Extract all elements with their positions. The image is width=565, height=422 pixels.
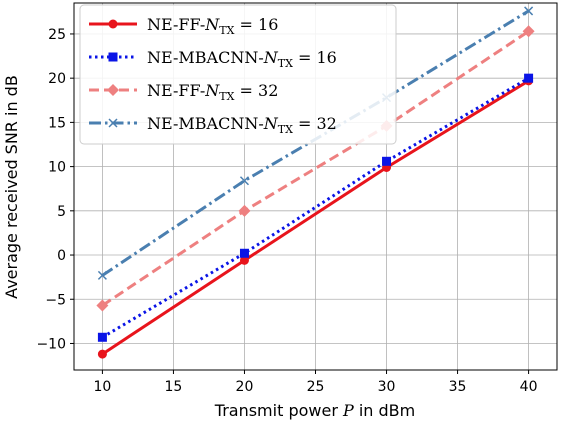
x-tick-label: 30: [378, 379, 396, 395]
y-tick-label: 25: [48, 27, 66, 43]
legend-marker: [108, 118, 118, 128]
y-tick-label: 5: [57, 204, 66, 220]
legend-entry-2: NE-MBACNN-NTX = 16: [89, 48, 337, 70]
legend-label: NE-MBACNN-NTX = 16: [147, 48, 337, 70]
x-tick-label: 35: [449, 379, 467, 395]
legend-marker: [108, 52, 118, 62]
x-tick-label: 20: [236, 379, 254, 395]
legend-entry-1: NE-FF-NTX = 16: [89, 15, 278, 37]
legend-entry-3: NE-FF-NTX = 32: [89, 81, 278, 103]
y-tick-label: −10: [36, 336, 66, 352]
y-tick-label: 20: [48, 71, 66, 87]
legend-entries: NE-FF-NTX = 16 NE-MBACNN-NTX = 16 NE-FF-NT…: [89, 15, 337, 136]
x-tick-label: 40: [520, 379, 538, 395]
series-2-point: [239, 248, 249, 258]
y-tick-label: −5: [45, 292, 66, 308]
series-2-point: [382, 156, 392, 166]
legend-label: NE-MBACNN-NTX = 32: [147, 114, 337, 136]
legend-label: NE-FF-NTX = 16: [147, 15, 278, 37]
series-2-point: [97, 332, 107, 342]
x-axis-label: Transmit power P in dBm: [214, 401, 415, 420]
series-3-point: [96, 299, 109, 312]
series-3-point: [238, 204, 251, 217]
y-tick-label: 10: [48, 160, 66, 176]
ticks: 10 15 20 25 30 35 40 −10 −5 0 5 10 15 20 25: [36, 27, 537, 395]
legend-box: [79, 4, 397, 145]
y-axis-label: Average received SNR in dB: [2, 75, 21, 299]
x-tick-label: 25: [307, 379, 325, 395]
legend-marker: [108, 19, 118, 29]
series-4-point: [524, 6, 534, 16]
series-4-point: [97, 270, 107, 280]
series-line-1: [101, 79, 530, 356]
series-1-point: [97, 349, 107, 359]
legend-label: NE-FF-NTX = 32: [147, 81, 278, 103]
legend: NE-FF-NTX = 16 NE-MBACNN-NTX = 16 NE-FF-NT…: [79, 4, 397, 145]
series-2-point: [524, 73, 534, 83]
x-tick-label: 15: [165, 379, 183, 395]
series-1-point: [239, 255, 249, 265]
legend-entry-4: NE-MBACNN-NTX = 32: [89, 114, 337, 136]
series-3-point: [522, 25, 535, 38]
series-line-3: [101, 30, 530, 307]
y-tick-label: 15: [48, 115, 66, 131]
x-tick-label: 10: [93, 379, 111, 395]
series-4-point: [239, 176, 250, 186]
legend-marker: [107, 84, 119, 96]
y-tick-label: 0: [57, 248, 66, 264]
